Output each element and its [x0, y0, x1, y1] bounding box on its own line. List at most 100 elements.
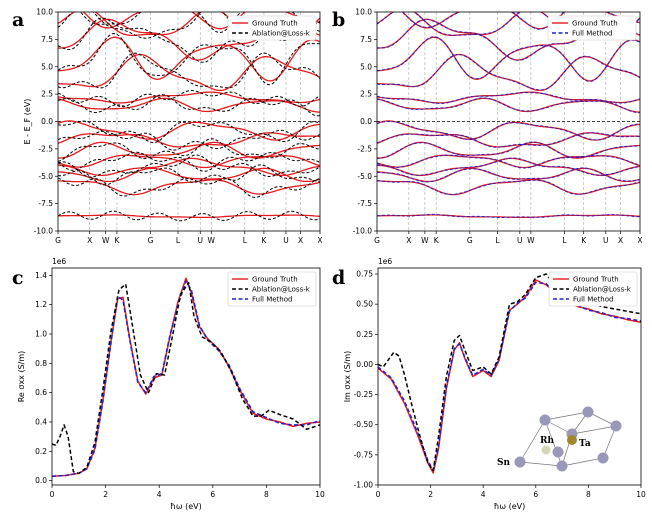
y-axis-label: Re σxx (S/m): [17, 351, 26, 403]
legend-box: [548, 271, 638, 307]
ablation-band: [58, 154, 320, 178]
y-tick-label: -7.5: [38, 199, 53, 208]
full-method-band: [401, 12, 640, 30]
x-tick-label: W: [208, 236, 216, 245]
x-tick-label: L: [495, 236, 500, 245]
ablation-band: [58, 52, 320, 89]
sn-atom: [582, 406, 594, 418]
legend-box: [227, 271, 317, 307]
y-tick-label: 1.4: [35, 271, 47, 280]
legend-label: Ablation@Loss-k: [573, 286, 632, 294]
ground-truth-band: [377, 91, 640, 104]
y-tick-label: 0.4: [35, 417, 47, 426]
ground-truth-band: [58, 214, 320, 219]
x-tick-label: W: [102, 236, 110, 245]
y-tick-label: 0.25: [356, 330, 373, 339]
x-tick-label: X: [87, 236, 92, 245]
sn-label: Sn: [497, 458, 510, 468]
y-tick-label: 1.2: [35, 300, 47, 309]
y-tick-label: 5.0: [41, 62, 53, 71]
full-method-band: [377, 154, 640, 169]
legend-label: Full Method: [573, 296, 613, 304]
sn-atom: [539, 414, 551, 426]
ablation-band: [58, 151, 320, 172]
rh-atom: [541, 445, 551, 455]
x-tick-label: 4: [157, 490, 162, 499]
x-tick-label: 6: [533, 490, 538, 499]
full-method-band: [377, 120, 640, 141]
x-tick-label: 0: [50, 490, 55, 499]
x-tick-label: 8: [586, 490, 591, 499]
y-tick-label: -2.5: [38, 144, 53, 153]
x-tick-label: K: [261, 236, 267, 245]
y-tick-label: 2.5: [360, 90, 372, 99]
x-tick-label: L: [243, 236, 248, 245]
ablation-band: [58, 120, 320, 144]
ablation-band: [58, 90, 320, 108]
x-tick-label: 4: [481, 490, 486, 499]
ablation-band: [58, 32, 320, 86]
ground-truth-line: [378, 279, 641, 474]
x-tick-label: X: [406, 236, 411, 245]
x-tick-label: K: [114, 236, 120, 245]
x-tick-label: W: [421, 236, 429, 245]
x-tick-label: G: [148, 236, 154, 245]
ablation-band: [58, 164, 320, 186]
sn-atom: [556, 460, 568, 472]
legend-box: [547, 15, 637, 41]
ground-truth-band: [58, 120, 320, 141]
full-method-band: [377, 179, 640, 196]
full-method-line: [52, 280, 320, 477]
ground-truth-band: [58, 132, 320, 148]
x-tick-label: U: [517, 236, 523, 245]
ground-truth-band: [58, 53, 320, 92]
axes-frame: [377, 267, 642, 486]
y-tick-label: 0.50: [356, 300, 373, 309]
full-method-band: [377, 213, 640, 218]
axis-offset-label: 1e6: [378, 257, 392, 266]
y-tick-label: 0.00: [356, 360, 373, 369]
x-tick-label: X: [618, 236, 623, 245]
y-tick-label: -10.0: [353, 227, 373, 236]
y-tick-label: -7.5: [357, 199, 372, 208]
band-structure-panel-a: -10.0-7.5-5.0-2.50.02.55.07.510.0G X W K G L U…: [23, 8, 323, 246]
x-tick-label: 8: [264, 490, 269, 499]
plot-area: [52, 277, 320, 477]
axis-offset-label: 1e6: [52, 257, 66, 266]
legend-label: Ablation@Loss-k: [252, 286, 311, 294]
y-tick-label: 5.0: [360, 62, 372, 71]
x-tick-label: 0: [376, 490, 381, 499]
sn-atom: [597, 452, 609, 464]
y-tick-label: 1.0: [35, 329, 47, 338]
legend-label: Ground Truth: [252, 276, 298, 284]
full-method-band: [377, 132, 640, 148]
legend-box: [227, 15, 317, 41]
ablation-band: [58, 94, 320, 117]
x-tick-label: K: [581, 236, 587, 245]
y-tick-label: -0.75: [354, 450, 374, 459]
crystal-structure-inset: Rh Ta Sn: [497, 406, 622, 472]
x-tick-label: X: [637, 236, 642, 245]
legend-label: Ground Truth: [572, 20, 618, 28]
full-method-band: [377, 36, 640, 82]
y-tick-label: 7.5: [41, 35, 53, 44]
y-tick-label: 10.0: [355, 8, 372, 17]
y-tick-label: 0.75: [356, 270, 373, 279]
full-method-band: [377, 54, 640, 91]
re-conductivity-panel-c: 0.0 0.2 0.4 0.6 0.8 1.0 1.2 1.4 0 2 4 6 8 10 1e6 ħω (eV…: [17, 257, 325, 511]
full-method-band: [377, 141, 640, 159]
y-tick-label: 0.2: [35, 447, 47, 456]
ground-truth-band: [58, 36, 320, 82]
y-tick-label: 7.5: [360, 35, 372, 44]
x-tick-label: 10: [636, 490, 646, 499]
ground-truth-band: [58, 179, 320, 196]
panel-label-c: c: [12, 267, 24, 289]
legend-label: Ground Truth: [252, 20, 298, 28]
x-tick-label: 10: [315, 490, 325, 499]
x-tick-label: U: [603, 236, 609, 245]
x-tick-label: G: [374, 236, 380, 245]
x-tick-label: U: [283, 236, 289, 245]
legend-label: Ground Truth: [573, 276, 619, 284]
x-tick-label: L: [176, 236, 181, 245]
